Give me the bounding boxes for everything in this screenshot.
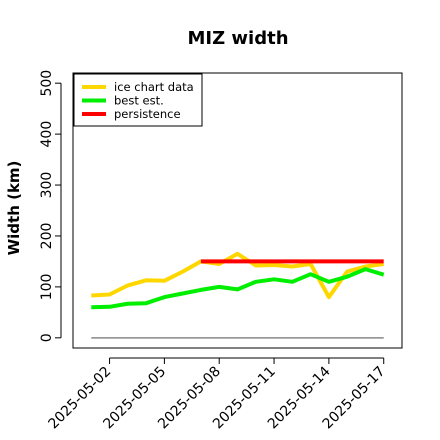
series-line-best-est	[91, 267, 385, 310]
legend-label-ice-chart-data: ice chart data	[114, 80, 194, 94]
x-axis: 2025-05-022025-05-052025-05-082025-05-11…	[46, 357, 389, 432]
series-layer	[91, 251, 385, 310]
y-tick-label: 100	[39, 274, 55, 301]
plot-frame	[72, 72, 403, 349]
legend-label-best-est: best est.	[114, 94, 164, 108]
y-tick-label: 200	[39, 223, 55, 250]
legend-label-persistence: persistence	[114, 107, 181, 121]
y-tick-label: 300	[39, 172, 55, 199]
y-axis-label: Width (km)	[5, 161, 23, 256]
series-line-ice-chart-data	[91, 251, 384, 300]
y-tick-label: 500	[39, 70, 55, 97]
y-tick-label: 0	[39, 333, 55, 342]
y-axis: 0 100 200 300 400 500	[39, 70, 62, 342]
y-tick-label: 400	[39, 121, 55, 148]
chart-title: MIZ width	[187, 28, 288, 49]
